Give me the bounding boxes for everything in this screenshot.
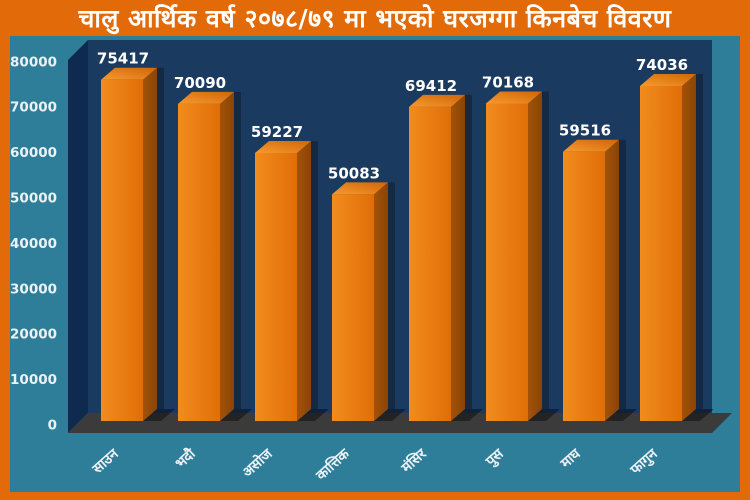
y-tick-label-70000: 70000 [10, 100, 57, 116]
back-wall [88, 40, 712, 413]
x-category-label-2: भदौ [172, 444, 200, 472]
chart-title: चालु आर्थिक वर्ष २०७८/७९ मा भएको घरजग्गा… [78, 4, 672, 33]
bar-front-7 [563, 151, 605, 421]
bar-front-6 [486, 103, 528, 421]
x-category-label-6: पुस [482, 446, 507, 471]
x-category-label-5: मंसिर [397, 444, 430, 476]
bar-top-5 [409, 94, 465, 107]
x-category-label-4: कात्तिक [312, 445, 354, 485]
bar-side-6 [528, 91, 542, 421]
bar-side-5 [451, 94, 465, 421]
bar-front-2 [178, 103, 220, 422]
bar-top-3 [255, 140, 311, 153]
bar-wall-shadow-1 [157, 67, 164, 410]
bar-front-4 [332, 194, 374, 421]
bar-shadow-4 [374, 409, 406, 421]
bar-top-7 [563, 139, 619, 152]
bar-shadow-6 [528, 409, 560, 421]
x-category-label-7: माघ [557, 446, 584, 473]
left-wall [68, 40, 88, 433]
bar-shadow-1 [143, 409, 175, 421]
bar-top-6 [486, 91, 542, 104]
bar-wall-shadow-5 [465, 94, 472, 409]
value-label-3: 59227 [251, 123, 303, 141]
value-label-7: 59516 [559, 122, 611, 140]
value-label-1: 75417 [97, 50, 149, 68]
value-label-4: 50083 [328, 164, 380, 182]
y-tick-label-60000: 60000 [10, 145, 57, 161]
bar-front-8 [640, 85, 682, 422]
bar-shadow-5 [451, 409, 483, 421]
bar-front-5 [409, 106, 451, 421]
bar-wall-shadow-4 [388, 182, 395, 409]
bar-side-3 [297, 140, 311, 422]
x-category-label-1: साउन [89, 445, 123, 477]
bar-shadow-7 [605, 409, 637, 421]
bar-wall-shadow-8 [696, 73, 703, 410]
x-category-label-3: असोज [239, 445, 276, 481]
y-tick-label-10000: 10000 [10, 372, 57, 388]
value-label-5: 69412 [405, 77, 457, 95]
value-label-2: 70090 [174, 74, 226, 92]
x-category-label-8: फागुन [627, 445, 662, 479]
bar-side-1 [143, 67, 157, 422]
bar-top-1 [101, 67, 157, 80]
chart-floor [68, 413, 732, 433]
bar-wall-shadow-3 [311, 140, 318, 410]
bar-side-4 [374, 182, 388, 421]
y-tick-label-40000: 40000 [10, 236, 57, 252]
bar-top-8 [640, 73, 696, 86]
y-tick-label-30000: 30000 [10, 281, 57, 297]
value-label-6: 70168 [482, 73, 534, 91]
bar-shadow-2 [220, 409, 252, 421]
bar-front-3 [255, 152, 297, 422]
bar-top-4 [332, 182, 388, 195]
bar-wall-shadow-7 [619, 139, 626, 409]
value-label-8: 74036 [636, 56, 688, 74]
bar-top-2 [178, 91, 234, 104]
bar-side-7 [605, 139, 619, 421]
bar-side-8 [682, 73, 696, 422]
bar-wall-shadow-6 [542, 91, 549, 409]
bar-side-2 [220, 91, 234, 422]
bar-front-1 [101, 79, 143, 422]
y-tick-label-20000: 20000 [10, 327, 57, 343]
y-tick-label-0: 0 [48, 418, 57, 434]
bar-wall-shadow-2 [234, 91, 241, 410]
y-tick-label-50000: 50000 [10, 191, 57, 207]
y-tick-label-80000: 80000 [10, 54, 57, 70]
bar-shadow-8 [682, 409, 714, 421]
bar-shadow-3 [297, 409, 329, 421]
